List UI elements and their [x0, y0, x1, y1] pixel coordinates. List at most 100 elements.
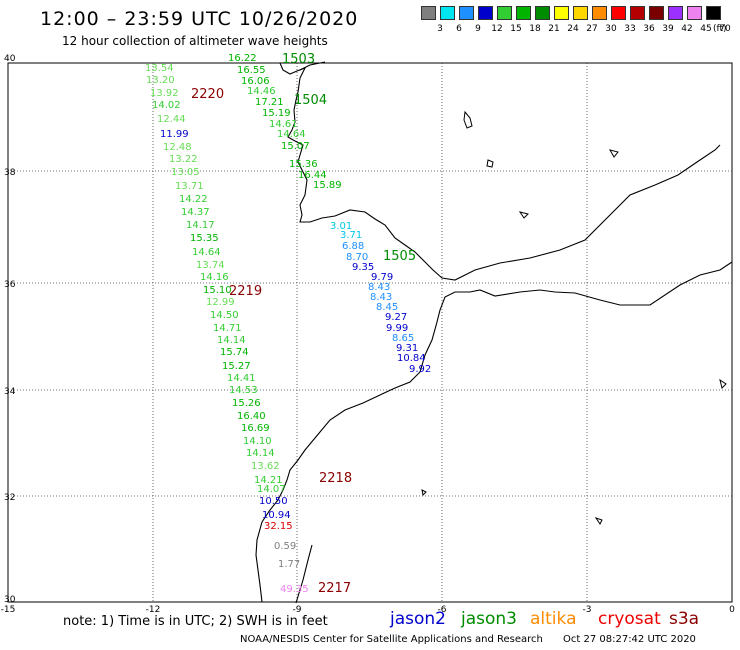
island-7 — [719, 378, 727, 389]
wave-height-label: 14.14 — [246, 448, 275, 459]
wave-height-label: 14.64 — [192, 247, 221, 258]
island-4 — [421, 489, 427, 497]
wave-height-label: 9.79 — [371, 272, 393, 283]
legend-value: 18 — [529, 24, 541, 34]
legend-value: 15 — [510, 24, 522, 34]
legend-unit: (ft) — [713, 24, 727, 34]
lon-label: -15 — [1, 605, 16, 615]
map-title: 12:00 – 23:59 UTC 10/26/2020 — [40, 8, 359, 30]
wave-height-label: 14.41 — [227, 373, 256, 384]
wave-height-label: 16.06 — [241, 76, 270, 87]
legend-swatch — [554, 6, 569, 20]
wave-height-label: 16.40 — [237, 411, 266, 422]
wave-height-label: 15.74 — [220, 347, 249, 358]
wave-height-label: 17.21 — [255, 97, 284, 108]
wave-height-label: 15.27 — [222, 361, 251, 372]
coastline — [255, 61, 733, 604]
wave-height-label: 14.22 — [179, 194, 208, 205]
wave-height-label: 13.20 — [146, 75, 175, 86]
legend-value: 27 — [586, 24, 598, 34]
pass-label: 1503 — [282, 52, 315, 67]
axis-labels: 40 38 36 34 32 30-15 -12 -9 -6 -3 0 — [1, 54, 735, 615]
wave-height-label: 9.31 — [396, 343, 418, 354]
islands — [421, 110, 727, 525]
legend-swatch — [630, 6, 645, 20]
wave-height-label: 14.50 — [210, 310, 239, 321]
wave-height-label: 9.99 — [386, 323, 408, 334]
wave-height-label: 14.64 — [277, 129, 306, 140]
satellite-name: jason2 — [390, 609, 446, 629]
legend-value: 36 — [643, 24, 655, 34]
wave-height-label: 13.54 — [145, 63, 174, 74]
satellite-name: jason3 — [461, 609, 517, 629]
lon-label: 0 — [729, 605, 735, 615]
legend-swatch — [535, 6, 550, 20]
legend-value: 3 — [437, 24, 443, 34]
wave-height-label: 15.35 — [190, 233, 219, 244]
wave-height-label: 13.74 — [196, 260, 225, 271]
morocco-mainland — [295, 544, 313, 604]
wave-height-label: 9.27 — [385, 312, 407, 323]
wave-height-label: 14.37 — [181, 207, 210, 218]
legend-swatch — [706, 6, 721, 20]
wave-height-label: 14.10 — [243, 436, 272, 447]
wave-height-label: 11.99 — [160, 129, 189, 140]
north-coast — [299, 61, 326, 71]
map-subtitle: 12 hour collection of altimeter wave hei… — [62, 34, 328, 48]
footnote: note: 1) Time is in UTC; 2) SWH is in fe… — [63, 614, 328, 629]
wave-height-label: 10.94 — [262, 510, 291, 521]
wave-height-label: 14.71 — [213, 323, 242, 334]
lon-label: -12 — [146, 605, 161, 615]
wave-height-label: 6.88 — [342, 241, 364, 252]
wave-height-label: 8.43 — [368, 282, 390, 293]
legend-value: 9 — [475, 24, 481, 34]
wave-height-label: 14.07 — [257, 484, 286, 495]
legend-value: 24 — [567, 24, 579, 34]
wave-height-label: 1.77 — [278, 559, 300, 570]
wave-height-label: 8.65 — [392, 333, 414, 344]
wave-height-label: 14.14 — [217, 335, 246, 346]
pass-label: 1504 — [294, 93, 327, 108]
wave-height-label: 3.01 — [330, 221, 352, 232]
wave-height-label: 15.89 — [313, 180, 342, 191]
lon-label: -6 — [438, 605, 447, 615]
wave-height-labels: 16.2216.5516.0614.4617.2115.1914.6114.64… — [145, 53, 431, 595]
wave-height-label: 49.35 — [280, 584, 309, 595]
pass-label: 2217 — [318, 581, 351, 596]
wave-height-label: 14.61 — [269, 119, 298, 130]
legend-swatch — [421, 6, 436, 20]
wave-height-label: 15.10 — [203, 285, 232, 296]
lat-label: 40 — [4, 54, 16, 64]
legend-swatch — [687, 6, 702, 20]
pass-label: 2220 — [191, 87, 224, 102]
legend-swatch — [592, 6, 607, 20]
wave-height-label: 13.22 — [169, 154, 198, 165]
wave-height-label: 3.71 — [340, 230, 362, 241]
lat-label: 38 — [4, 168, 16, 178]
island-3 — [594, 517, 603, 525]
iberia-coast — [279, 62, 721, 281]
wave-height-label: 14.21 — [254, 475, 283, 486]
wave-height-label: 16.55 — [237, 65, 266, 76]
legend-swatch — [573, 6, 588, 20]
legend-value: 45 — [700, 24, 712, 34]
legend-value: 21 — [548, 24, 560, 34]
wave-height-label: 0.59 — [274, 541, 296, 552]
wave-height-label: 14.16 — [200, 272, 229, 283]
wave-height-label: 14.46 — [247, 86, 276, 97]
lat-label: 32 — [4, 493, 15, 503]
satellite-name: altika — [530, 609, 577, 629]
wave-height-label: 8.45 — [376, 302, 398, 313]
wave-height-label: 9.92 — [409, 364, 431, 375]
wave-height-label: 13.62 — [251, 461, 280, 472]
wave-height-label: 8.70 — [346, 252, 368, 263]
wave-height-label: 10.84 — [397, 353, 426, 364]
wave-height-label: 32.15 — [264, 521, 293, 532]
lat-label: 34 — [4, 387, 16, 397]
wave-height-label: 13.05 — [171, 167, 200, 178]
satellite-name: s3a — [669, 609, 700, 629]
morocco-coast — [255, 261, 733, 603]
legend-swatch — [478, 6, 493, 20]
